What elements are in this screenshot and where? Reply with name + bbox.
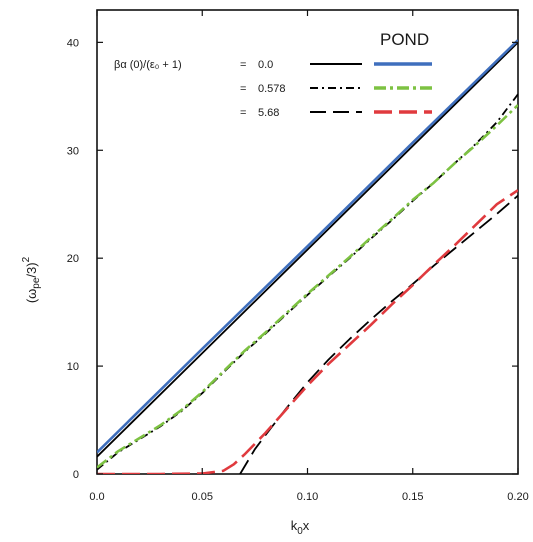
legend-entry-1-value: 0.0	[258, 59, 273, 71]
y-tick-label: 40	[67, 37, 79, 49]
x-axis-title-sub: 0	[297, 526, 303, 537]
plot-frame	[96, 9, 519, 475]
y-tick-label: 30	[67, 145, 79, 157]
y-tick-label: 10	[67, 361, 79, 373]
series-line-pond-0_578	[97, 104, 518, 469]
y-axis-title: (ωpe/3)2	[21, 256, 42, 303]
y-tick-label: 20	[67, 253, 79, 265]
legend-entry-2-value: 0.578	[258, 83, 286, 95]
x-tick-label: 0.0	[89, 491, 104, 503]
series-line-ref-5_68	[239, 194, 518, 474]
x-axis-title-main: k	[291, 518, 298, 533]
y-axis-title-sub: pe	[31, 277, 42, 289]
x-tick-label: 0.10	[297, 491, 318, 503]
legend-entry-2-prefix: =	[240, 83, 246, 95]
series-line-pond-5_68	[97, 189, 518, 474]
x-tick-label: 0.15	[402, 491, 423, 503]
legend-column-header: POND	[380, 30, 429, 49]
series-line-pond-0_0	[97, 39, 518, 454]
y-axis-title-slash: /3)	[24, 262, 39, 277]
y-axis-title-sup: 2	[21, 256, 32, 262]
legend-entry-3-value: 5.68	[258, 107, 279, 119]
x-tick-label: 0.20	[507, 491, 528, 503]
x-axis-title-var: x	[303, 518, 310, 533]
legend-entry-3-prefix: =	[240, 107, 246, 119]
series-line-ref-0_0	[97, 41, 518, 458]
x-axis-title: k0x	[291, 518, 310, 537]
y-axis-title-text: (ωpe/3)2	[21, 256, 42, 303]
legend-entry-1-prefix: =	[240, 59, 246, 71]
x-tick-label: 0.05	[192, 491, 213, 503]
y-tick-label: 0	[73, 469, 79, 481]
series-line-ref-0_578	[97, 93, 518, 471]
legend-param-label: βα (0)/(ε₀ + 1)	[114, 59, 182, 71]
